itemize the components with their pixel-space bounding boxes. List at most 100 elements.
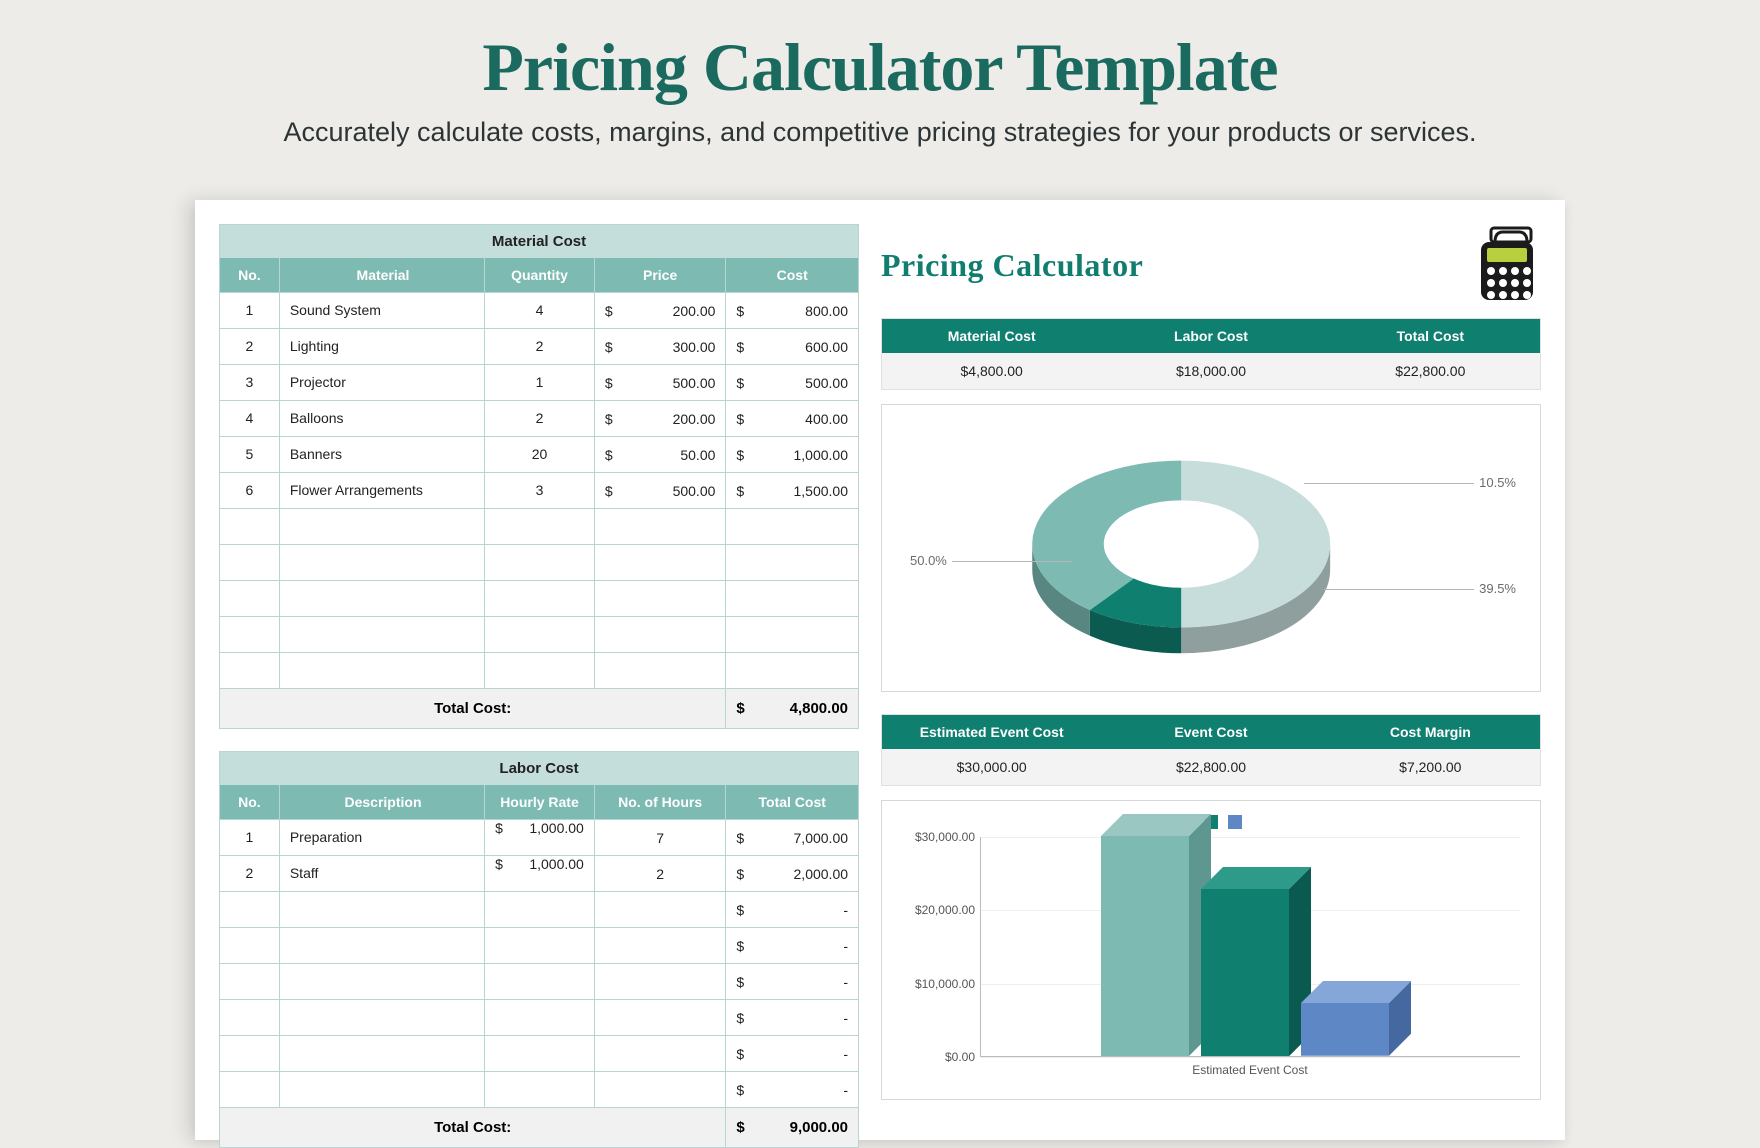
y-axis-label: $20,000.00	[903, 903, 975, 917]
cell-cost: $2,000.00	[726, 856, 858, 891]
table-row: 1Preparation$1,000.007$7,000.00	[220, 819, 858, 855]
cell-quantity: 20	[485, 437, 595, 472]
cell-material: Sound System	[280, 293, 485, 328]
summary-value: $7,200.00	[1321, 749, 1540, 785]
table-row-empty: $-	[220, 927, 858, 963]
summary-header: Estimated Event Cost	[882, 715, 1101, 749]
cost-summary-table: Material Cost$4,800.00 Labor Cost$18,000…	[881, 318, 1541, 390]
labor-cost-table: Labor Cost No. Description Hourly Rate N…	[219, 751, 859, 1148]
cell-hours: 2	[595, 856, 727, 891]
cell-description: Preparation	[280, 820, 485, 855]
cell-no: 6	[220, 473, 280, 508]
donut-leader-line	[1324, 589, 1474, 590]
cell-cost-dash: $-	[726, 1036, 858, 1071]
cell-price: $500.00	[595, 473, 727, 508]
spreadsheet-sheet: Material Cost No. Material Quantity Pric…	[195, 200, 1565, 1140]
cell-cost-dash: $-	[726, 928, 858, 963]
col-header-total-cost: Total Cost	[726, 785, 858, 819]
table-row: 2Staff$1,000.002$2,000.00	[220, 855, 858, 891]
cell-no: 1	[220, 820, 280, 855]
table-row-empty	[220, 652, 858, 688]
bar	[1301, 981, 1411, 1056]
table-row: 6Flower Arrangements3$500.00$1,500.00	[220, 472, 858, 508]
cell-no: 2	[220, 329, 280, 364]
table-row-empty	[220, 544, 858, 580]
cell-rate: $1,000.00	[485, 856, 595, 891]
bar	[1201, 867, 1311, 1056]
material-total-value: $4,800.00	[726, 700, 858, 717]
col-header-hours: No. of Hours	[595, 785, 727, 819]
cell-material: Lighting	[280, 329, 485, 364]
page-title: Pricing Calculator Template	[0, 28, 1760, 107]
material-table-title: Material Cost	[220, 225, 858, 258]
cell-price: $200.00	[595, 401, 727, 436]
summary-header: Total Cost	[1321, 319, 1540, 353]
cell-cost-dash: $-	[726, 1000, 858, 1035]
table-row: 5Banners20$50.00$1,000.00	[220, 436, 858, 472]
event-cost-summary-table: Estimated Event Cost$30,000.00 Event Cos…	[881, 714, 1541, 786]
legend-swatch	[1228, 815, 1242, 829]
cell-cost-dash: $-	[726, 964, 858, 999]
summary-value: $18,000.00	[1101, 353, 1320, 389]
cell-cost: $800.00	[726, 293, 858, 328]
labor-table-header: No. Description Hourly Rate No. of Hours…	[220, 785, 858, 819]
cell-no: 3	[220, 365, 280, 400]
material-total-row: Total Cost: $4,800.00	[220, 688, 858, 728]
cell-cost: $400.00	[726, 401, 858, 436]
table-row: 1Sound System4$200.00$800.00	[220, 292, 858, 328]
bar-chart: $0.00$10,000.00$20,000.00$30,000.00 Esti…	[881, 800, 1541, 1100]
table-row-empty	[220, 580, 858, 616]
col-header-price: Price	[595, 258, 727, 292]
table-row-empty: $-	[220, 1035, 858, 1071]
cell-quantity: 2	[485, 329, 595, 364]
col-header-material: Material	[280, 258, 485, 292]
cell-cost-dash: $-	[726, 892, 858, 927]
labor-total-label: Total Cost:	[220, 1108, 726, 1147]
table-row: 3Projector1$500.00$500.00	[220, 364, 858, 400]
cell-cost-dash: $-	[726, 1072, 858, 1107]
cell-quantity: 4	[485, 293, 595, 328]
cell-cost: $1,500.00	[726, 473, 858, 508]
y-axis-label: $10,000.00	[903, 977, 975, 991]
cell-price: $500.00	[595, 365, 727, 400]
donut-label: 50.0%	[910, 553, 947, 568]
table-row-empty: $-	[220, 891, 858, 927]
cell-quantity: 2	[485, 401, 595, 436]
cell-cost: $7,000.00	[726, 820, 858, 855]
bar-plot-area: $0.00$10,000.00$20,000.00$30,000.00	[980, 837, 1520, 1057]
donut-chart: 50.0% 10.5% 39.5%	[881, 404, 1541, 692]
table-row: 2Lighting2$300.00$600.00	[220, 328, 858, 364]
cell-cost: $1,000.00	[726, 437, 858, 472]
cell-cost: $600.00	[726, 329, 858, 364]
summary-header: Material Cost	[882, 319, 1101, 353]
cell-no: 5	[220, 437, 280, 472]
cell-hours: 7	[595, 820, 727, 855]
cell-material: Flower Arrangements	[280, 473, 485, 508]
page-subtitle: Accurately calculate costs, margins, and…	[0, 117, 1760, 148]
cell-no: 4	[220, 401, 280, 436]
col-header-quantity: Quantity	[485, 258, 595, 292]
labor-total-row: Total Cost: $9,000.00	[220, 1107, 858, 1147]
donut-label: 39.5%	[1479, 581, 1516, 596]
y-axis-label: $0.00	[903, 1050, 975, 1064]
col-header-no: No.	[220, 258, 280, 292]
table-row-empty: $-	[220, 1071, 858, 1107]
cell-no: 2	[220, 856, 280, 891]
table-row-empty: $-	[220, 999, 858, 1035]
table-row-empty	[220, 616, 858, 652]
cell-quantity: 3	[485, 473, 595, 508]
labor-total-value: $9,000.00	[726, 1119, 858, 1136]
summary-header: Labor Cost	[1101, 319, 1320, 353]
cell-price: $300.00	[595, 329, 727, 364]
donut-label: 10.5%	[1479, 475, 1516, 490]
cell-no: 1	[220, 293, 280, 328]
cell-material: Balloons	[280, 401, 485, 436]
calculator-icon	[1473, 226, 1541, 304]
cell-material: Projector	[280, 365, 485, 400]
calculator-title: Pricing Calculator	[881, 247, 1143, 284]
table-row-empty	[220, 508, 858, 544]
cell-material: Banners	[280, 437, 485, 472]
summary-header: Cost Margin	[1321, 715, 1540, 749]
bar	[1101, 814, 1211, 1056]
cell-price: $200.00	[595, 293, 727, 328]
